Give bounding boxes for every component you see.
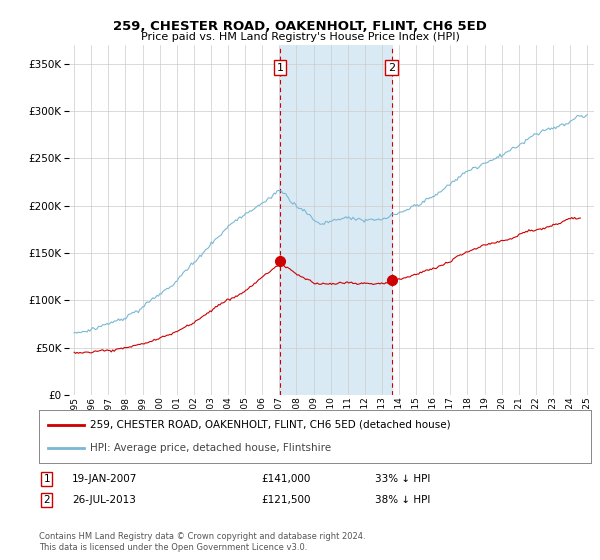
Text: Contains HM Land Registry data © Crown copyright and database right 2024.
This d: Contains HM Land Registry data © Crown c… <box>39 532 365 552</box>
Text: £141,000: £141,000 <box>261 474 310 484</box>
Text: 2: 2 <box>43 495 50 505</box>
Text: 1: 1 <box>43 474 50 484</box>
Text: 19-JAN-2007: 19-JAN-2007 <box>72 474 137 484</box>
Text: 26-JUL-2013: 26-JUL-2013 <box>72 495 136 505</box>
Text: 38% ↓ HPI: 38% ↓ HPI <box>375 495 430 505</box>
Text: 259, CHESTER ROAD, OAKENHOLT, FLINT, CH6 5ED: 259, CHESTER ROAD, OAKENHOLT, FLINT, CH6… <box>113 20 487 32</box>
Text: 33% ↓ HPI: 33% ↓ HPI <box>375 474 430 484</box>
Text: £121,500: £121,500 <box>261 495 311 505</box>
Text: 259, CHESTER ROAD, OAKENHOLT, FLINT, CH6 5ED (detached house): 259, CHESTER ROAD, OAKENHOLT, FLINT, CH6… <box>90 420 451 430</box>
Text: 1: 1 <box>277 63 284 73</box>
Bar <box>280 45 392 395</box>
Text: 2: 2 <box>388 63 395 73</box>
Text: HPI: Average price, detached house, Flintshire: HPI: Average price, detached house, Flin… <box>90 443 331 453</box>
Text: Price paid vs. HM Land Registry's House Price Index (HPI): Price paid vs. HM Land Registry's House … <box>140 32 460 43</box>
